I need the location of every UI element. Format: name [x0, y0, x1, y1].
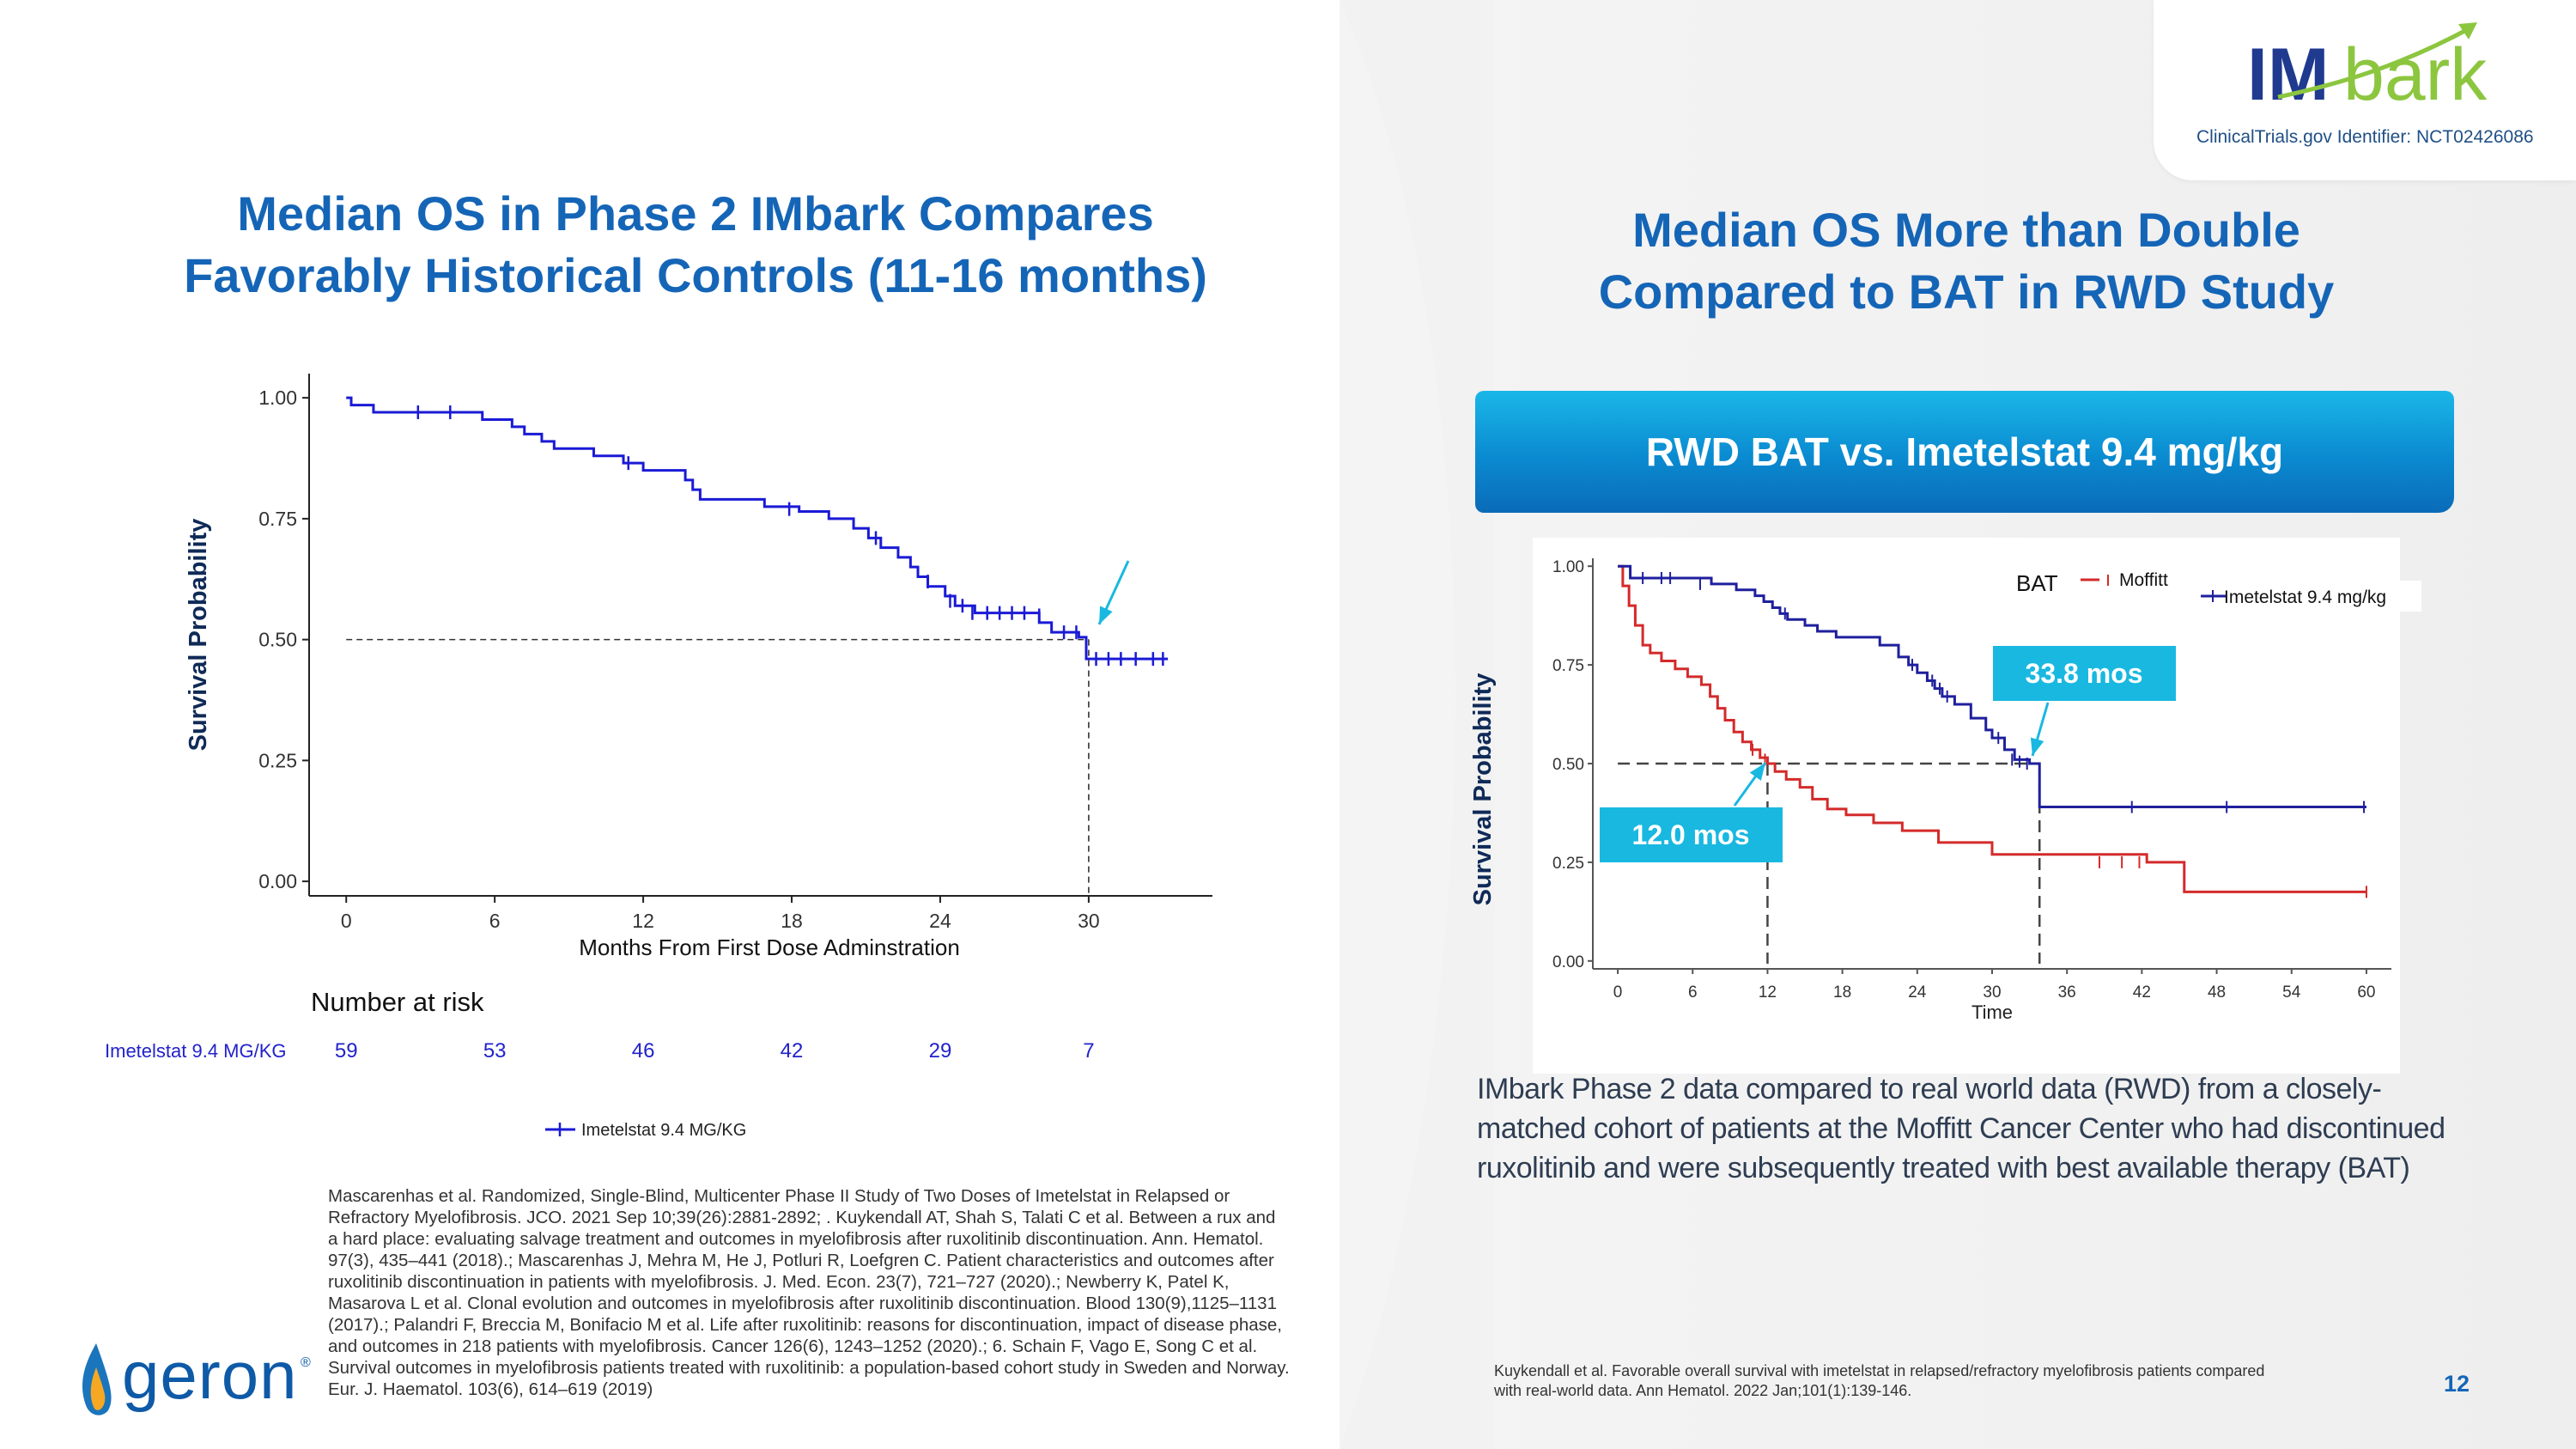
risk-value: 7 — [1083, 1039, 1094, 1062]
y-tick-label: 0.25 — [258, 749, 297, 771]
x-axis-title: Months From First Dose Adminstration — [579, 935, 960, 960]
y-tick-label: 1.00 — [1552, 558, 1584, 576]
risk-value: 42 — [781, 1039, 804, 1062]
x-tick-label: 18 — [1833, 983, 1851, 1002]
panel-divider-curve — [1340, 0, 1494, 1449]
y-tick-label: 1.00 — [258, 387, 297, 409]
median-callout-imetelstat-arrow-head — [2030, 737, 2044, 756]
x-tick-label: 0 — [341, 910, 352, 932]
x-tick-label: 48 — [2208, 983, 2226, 1002]
y-tick-label: 0.50 — [258, 629, 297, 651]
geron-logo: geron ® — [76, 1333, 325, 1428]
rwd-description: IMbark Phase 2 data compared to real wor… — [1477, 1073, 2445, 1184]
logo-swoosh — [2277, 25, 2473, 100]
risk-value: 29 — [929, 1039, 952, 1062]
imbark-logo-card: IM bark ClinicalTrials.gov Identifier: N… — [2154, 0, 2576, 180]
x-tick-label: 0 — [1613, 983, 1623, 1002]
y-tick-label: 0.50 — [1552, 756, 1584, 774]
legend-imetelstat-label: Imetelstat 9.4 mg/kg — [2224, 588, 2386, 607]
geron-registered-mark: ® — [301, 1355, 311, 1370]
x-tick-label: 42 — [2133, 983, 2151, 1002]
geron-flame-icon — [82, 1343, 112, 1416]
chart-panel — [1533, 538, 2400, 1074]
x-axis-title: Time — [1971, 1002, 2013, 1023]
km-line-imetelstat — [1618, 564, 2366, 809]
y-tick-label: 0.00 — [258, 870, 297, 892]
median-callout-moffitt-box — [1600, 807, 1783, 862]
y-tick-label: 0.75 — [1552, 657, 1584, 675]
x-tick-label: 54 — [2282, 983, 2301, 1002]
risk-table-title: Number at risk — [311, 987, 484, 1017]
x-tick-label: 30 — [1983, 983, 2001, 1002]
legend-title: BAT — [2016, 570, 2058, 596]
y-tick-label: 0.00 — [1552, 953, 1584, 971]
legend-imetelstat-box — [2192, 581, 2421, 612]
clinicaltrials-identifier: ClinicalTrials.gov Identifier: NCT024260… — [2196, 127, 2534, 147]
x-tick-label: 12 — [1759, 983, 1777, 1002]
right-title-line2: Compared to BAT in RWD Study — [1598, 265, 2335, 319]
x-tick-label: 6 — [1688, 983, 1698, 1002]
logo-im-text: IM — [2247, 33, 2330, 116]
left-title-line2: Favorably Historical Controls (11-16 mon… — [184, 248, 1207, 302]
y-tick-label: 0.75 — [258, 508, 297, 530]
median-callout-imetelstat-box — [1993, 646, 2176, 701]
x-tick-label: 12 — [632, 910, 654, 932]
imbark-km-chart: 0.00 0.25 0.50 0.75 1.00 0 6 12 18 24 30 Months Fro… — [105, 374, 1212, 1140]
median-callout-moffitt-arrow-head — [1749, 763, 1765, 781]
x-tick-label: 24 — [1908, 983, 1927, 1002]
median-callout-arrow-head — [1099, 606, 1113, 624]
risk-value: 59 — [335, 1039, 358, 1062]
imbark-logo: IM bark — [2247, 22, 2488, 116]
logo-arrow-icon — [2458, 22, 2477, 40]
legend-label: Imetelstat 9.4 MG/KG — [581, 1121, 746, 1140]
y-tick-label: 0.25 — [1552, 855, 1584, 873]
right-reference: Kuykendall et al. Favorable overall surv… — [1494, 1362, 2265, 1399]
x-tick-label: 30 — [1078, 910, 1100, 932]
km-line-moffitt — [1618, 564, 2366, 893]
km-line-imetelstat — [346, 396, 1169, 661]
geron-wordmark: geron — [122, 1337, 298, 1413]
risk-value: 46 — [632, 1039, 655, 1062]
x-tick-label: 36 — [2058, 983, 2076, 1002]
median-callout-imetelstat-label: 33.8 mos — [2026, 658, 2143, 689]
legend-moffitt-label: Moffitt — [2119, 570, 2168, 590]
right-title-line1: Median OS More than Double — [1632, 203, 2300, 257]
comparison-banner: RWD BAT vs. Imetelstat 9.4 mg/kg — [1475, 391, 2454, 513]
x-tick-label: 6 — [489, 910, 501, 932]
risk-table-row-label: Imetelstat 9.4 MG/KG — [105, 1040, 287, 1062]
left-references: Mascarenhas et al. Randomized, Single-Bl… — [328, 1186, 1290, 1399]
y-axis-title: Survival Probability — [1469, 673, 1497, 906]
rwd-km-chart: 0.00 0.25 0.50 0.75 1.00 0 6 12 18 24 30 36 42 48 54 60… — [1469, 538, 2421, 1074]
risk-value: 53 — [483, 1039, 507, 1062]
left-title: Median OS in Phase 2 IMbark Compares Fav… — [86, 183, 1305, 307]
left-title-line1: Median OS in Phase 2 IMbark Compares — [237, 186, 1154, 240]
x-tick-label: 24 — [929, 910, 951, 932]
right-title: Median OS More than Double Compared to B… — [1477, 199, 2456, 323]
page-number: 12 — [2444, 1371, 2470, 1397]
x-tick-label: 18 — [781, 910, 803, 932]
median-callout-moffitt-label: 12.0 mos — [1632, 819, 1750, 850]
y-axis-title: Survival Probability — [185, 519, 212, 752]
x-tick-label: 60 — [2357, 983, 2375, 1002]
